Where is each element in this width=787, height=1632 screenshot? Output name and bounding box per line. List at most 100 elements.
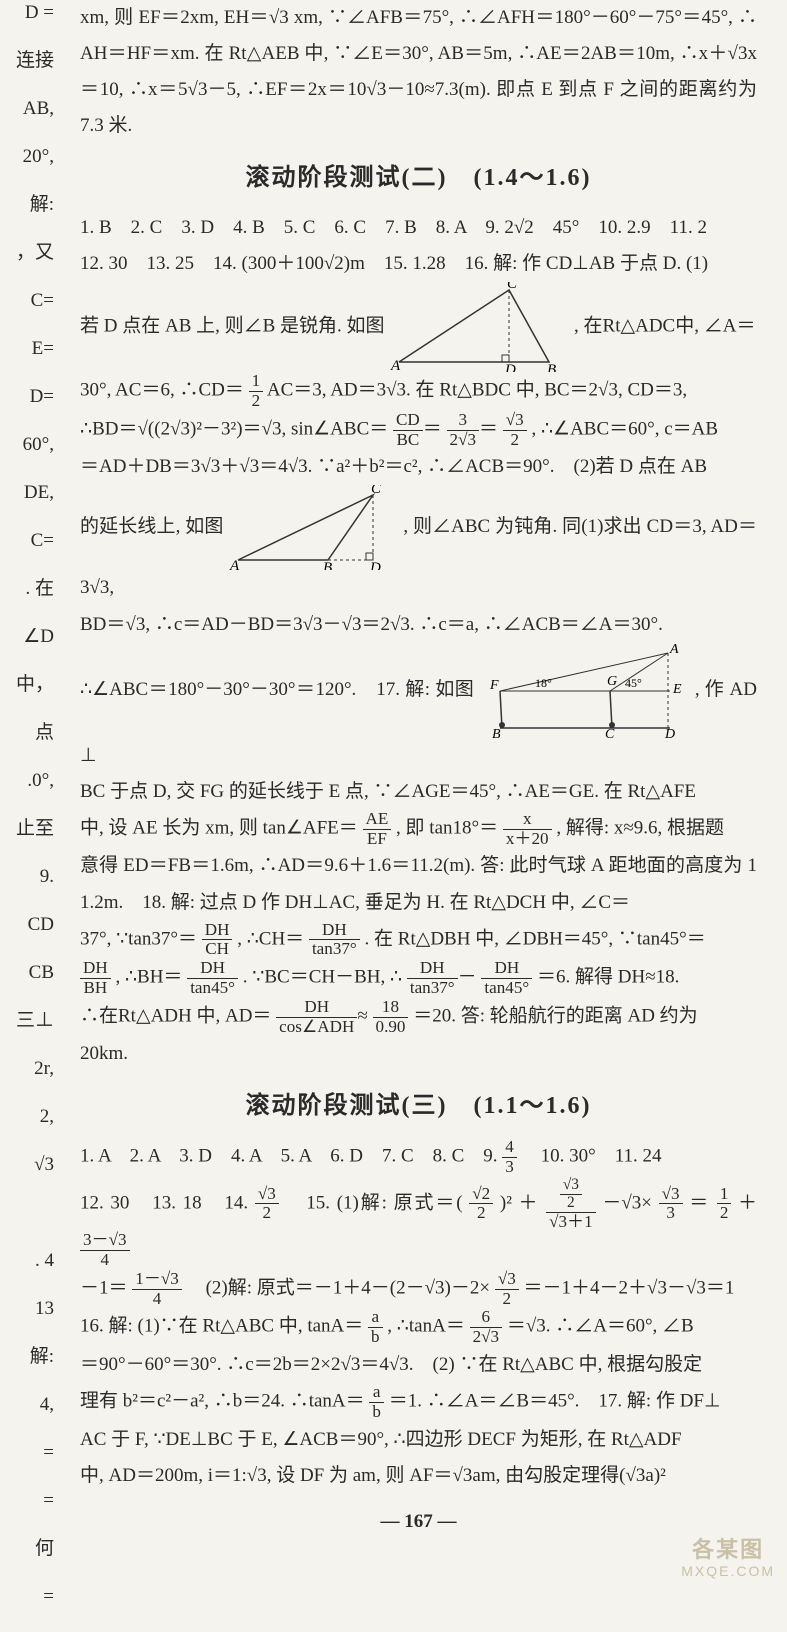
frac: 3－√34 — [80, 1231, 130, 1270]
frac: ab — [368, 1308, 383, 1347]
frac: DHCH — [202, 921, 233, 960]
text: , ∴BH＝ — [115, 967, 182, 988]
text: 中, 设 AE 长为 xm, 则 tan∠AFE＝ — [80, 817, 358, 838]
s2-p10: 中, 设 AE 长为 xm, 则 tan∠AFE＝ AEEF , 即 tan18… — [80, 810, 757, 849]
text: (2)解: 原式＝－1＋4－(2－√3)－2× — [187, 1278, 490, 1299]
s3-p2: 12. 30 13. 18 14. √32 15. (1)解: 原式＝( √22… — [80, 1177, 757, 1270]
frac: √32 — [255, 1185, 279, 1224]
frac: 32√3 — [447, 411, 479, 450]
text: ＝－1＋4－2＋√3－√3＝1 — [524, 1278, 735, 1299]
text: 30°, AC＝6, ∴CD＝ — [80, 380, 244, 401]
frac: CDBC — [393, 411, 423, 450]
frac: √32 — [503, 411, 527, 450]
frac: 43 — [502, 1138, 517, 1177]
frac: 12 — [717, 1185, 732, 1224]
watermark: 各某图 MXQE.COM — [681, 1537, 775, 1580]
s2-p9: BC 于点 D, 交 FG 的延长线于 E 点, ∵∠AGE＝45°, ∴AE＝… — [80, 774, 757, 810]
s2-p15: 20km. — [80, 1036, 757, 1072]
frac: √22 — [469, 1185, 493, 1224]
s3-p6: 理有 b²＝c²－a², ∴b＝24. ∴tanA＝ ab ＝1. ∴∠A＝∠B… — [80, 1383, 757, 1422]
text: . ∵BC＝CH－BH, ∴ — [243, 967, 402, 988]
frac: √33 — [659, 1185, 683, 1224]
s3-answers-1: 1. A 2. A 3. D 4. A 5. A 6. D 7. C 8. C … — [80, 1138, 757, 1177]
text: 12. 30 13. 18 14. — [80, 1192, 248, 1213]
page-number: — 167 — — [80, 1504, 757, 1540]
s2-p2-pre: 若 D 点在 AB 上, 则∠B 是锐角. 如图 — [80, 316, 385, 337]
s2-p3: 30°, AC＝6, ∴CD＝ 12 AC＝3, AD＝3√3. 在 Rt△BD… — [80, 372, 757, 411]
text: 10. 30° 11. 24 — [522, 1146, 662, 1167]
text: ∴∠ABC＝180°－30°－30°＝120°. 17. 解: 如图 — [80, 678, 474, 699]
text: ∴BD＝√((2√3)²－3²)＝√3, sin∠ABC＝ — [80, 418, 388, 439]
frac-half: 12 — [249, 372, 264, 411]
text: )² ＋ — [500, 1192, 540, 1213]
svg-text:E: E — [672, 682, 682, 697]
frac: √32√3＋1 — [546, 1177, 596, 1232]
frac: √32 — [495, 1270, 519, 1309]
svg-text:C: C — [605, 727, 615, 738]
text: －√3× — [602, 1192, 652, 1213]
text: , ∴CH＝ — [237, 928, 304, 949]
s2-p13: DHBH , ∴BH＝ DHtan45° . ∵BC＝CH－BH, ∴ DHta… — [80, 959, 757, 998]
text: 16. 解: (1)∵在 Rt△ABC 中, tanA＝ — [80, 1316, 363, 1337]
triangle-diagram-1: A D B C — [389, 282, 569, 372]
balloon-diagram: F G E A B C D 18° 45° — [480, 643, 690, 738]
s2-p4: ∴BD＝√((2√3)²－3²)＝√3, sin∠ABC＝ CDBC＝ 32√3… — [80, 411, 757, 450]
text: ＝ — [689, 1192, 710, 1213]
s2-p2-post: , 在Rt△ADC中, ∠A＝ — [574, 316, 755, 337]
watermark-bottom: MXQE.COM — [681, 1563, 775, 1580]
text: 的延长线上, 如图 — [80, 516, 224, 537]
s2-p8: ∴∠ABC＝180°－30°－30°＝120°. 17. 解: 如图 F G E… — [80, 643, 757, 774]
frac: ab — [369, 1383, 384, 1422]
text: ＋ — [738, 1192, 757, 1213]
svg-text:D: D — [369, 560, 381, 570]
svg-text:C: C — [371, 485, 382, 497]
text: . 在 Rt△DBH 中, ∠DBH＝45°, ∵tan45°＝ — [365, 928, 706, 949]
frac: 62√3 — [470, 1308, 502, 1347]
frac: DHBH — [80, 959, 111, 998]
frac: AEEF — [363, 810, 392, 849]
frac: DHtan45° — [187, 959, 238, 998]
s2-p14: ∴在Rt△ADH 中, AD＝ DHcos∠ADH≈ 180.90 ＝20. 答… — [80, 998, 757, 1037]
svg-text:B: B — [547, 362, 556, 372]
s2-answers-2: 12. 30 13. 25 14. (300＋100√2)m 15. 1.28 … — [80, 246, 757, 282]
text: AC＝3, AD＝3√3. 在 Rt△BDC 中, BC＝2√3, CD＝3, — [267, 380, 687, 401]
svg-text:A: A — [229, 558, 240, 570]
text: ＝1. ∴∠A＝∠B＝45°. 17. 解: 作 DF⊥ — [389, 1391, 721, 1412]
triangle-diagram-2: A B D C — [228, 485, 398, 570]
text: ＝6. 解得 DH≈18. — [537, 967, 679, 988]
text: 1. A 2. A 3. D 4. A 5. A 6. D 7. C 8. C … — [80, 1146, 498, 1167]
svg-text:C: C — [507, 282, 518, 292]
text: 理有 b²＝c²－a², ∴b＝24. ∴tanA＝ — [80, 1391, 365, 1412]
svg-text:B: B — [323, 560, 332, 570]
text: , ∴∠ABC＝60°, c＝AB — [531, 418, 718, 439]
frac: DHcos∠ADH — [276, 998, 357, 1037]
svg-text:A: A — [669, 643, 679, 657]
s2-p7: BD＝√3, ∴c＝AD－BD＝3√3－√3＝2√3. ∴c＝a, ∴∠ACB＝… — [80, 607, 757, 643]
text: ∴在Rt△ADH 中, AD＝ — [80, 1005, 271, 1026]
text: ＝20. 答: 轮船航行的距离 AD 约为 — [413, 1005, 697, 1026]
text: 15. (1)解: 原式＝( — [285, 1192, 462, 1213]
s2-p6: 的延长线上, 如图 A B D C , 则∠ABC 为钝角. 同(1)求出 CD… — [80, 485, 757, 606]
frac: DHtan37° — [309, 921, 360, 960]
s3-p5: ＝90°－60°＝30°. ∴c＝2b＝2×2√3＝4√3. (2) ∵在 Rt… — [80, 1347, 757, 1383]
s3-p7: AC 于 F, ∵DE⊥BC 于 E, ∠ACB＝90°, ∴四边形 DECF … — [80, 1422, 757, 1458]
svg-text:D: D — [504, 362, 516, 372]
frac: DHtan45° — [481, 959, 532, 998]
svg-text:F: F — [489, 678, 499, 693]
svg-text:18°: 18° — [535, 676, 552, 690]
s2-answers-1: 1. B 2. C 3. D 4. B 5. C 6. C 7. B 8. A … — [80, 210, 757, 246]
section-3-title: 滚动阶段测试(三) (1.1～1.6) — [80, 1084, 757, 1130]
frac: 1－√34 — [132, 1270, 182, 1309]
text: －1＝ — [80, 1278, 128, 1299]
svg-text:D: D — [664, 727, 675, 738]
text: , 解得: x≈9.6, 根据题 — [556, 817, 724, 838]
text: , ∴tanA＝ — [387, 1316, 465, 1337]
s2-p11: 意得 ED＝FB＝1.6m, ∴AD＝9.6＋1.6＝11.2(m). 答: 此… — [80, 848, 757, 920]
s2-p5: ＝AD＋DB＝3√3＋√3＝4√3. ∵a²＋b²＝c², ∴∠ACB＝90°.… — [80, 449, 757, 485]
text: 37°, ∵tan37°＝ — [80, 928, 197, 949]
main-content: xm, 则 EF＝2xm, EH＝√3 xm, ∵∠AFB＝75°, ∴∠AFH… — [80, 0, 757, 1540]
text: , 即 tan18°＝ — [396, 817, 498, 838]
watermark-top: 各某图 — [681, 1537, 775, 1563]
frac: xx＋20 — [503, 810, 552, 849]
text: ＝√3. ∴∠A＝60°, ∠B — [507, 1316, 694, 1337]
